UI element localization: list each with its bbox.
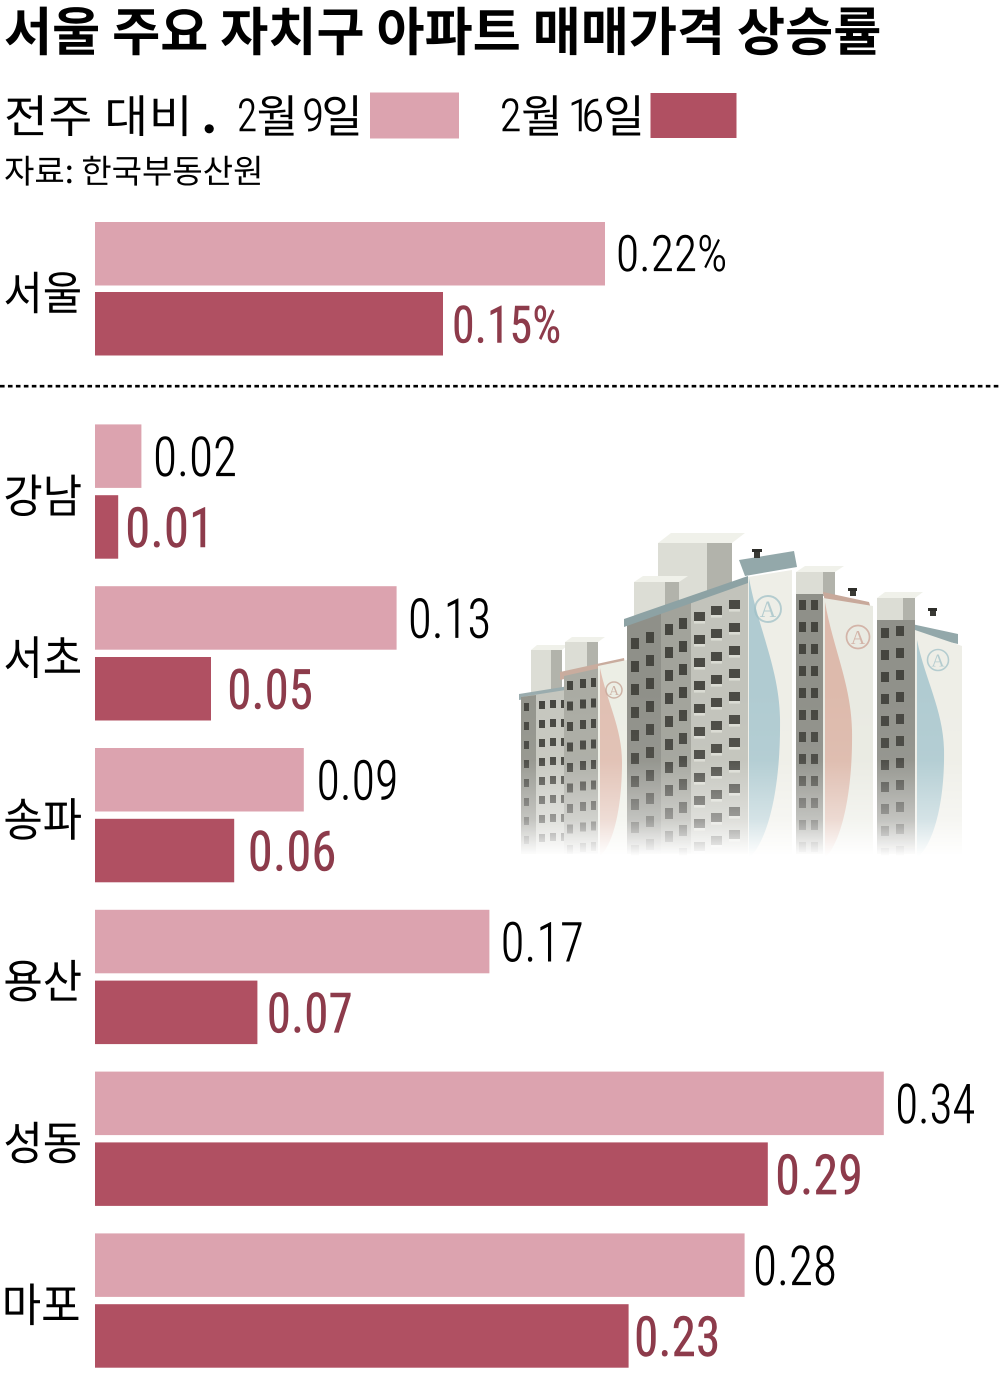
svg-text:A: A: [851, 627, 866, 649]
svg-text:A: A: [609, 684, 620, 699]
svg-text:A: A: [760, 597, 777, 622]
svg-text:A: A: [931, 650, 945, 670]
